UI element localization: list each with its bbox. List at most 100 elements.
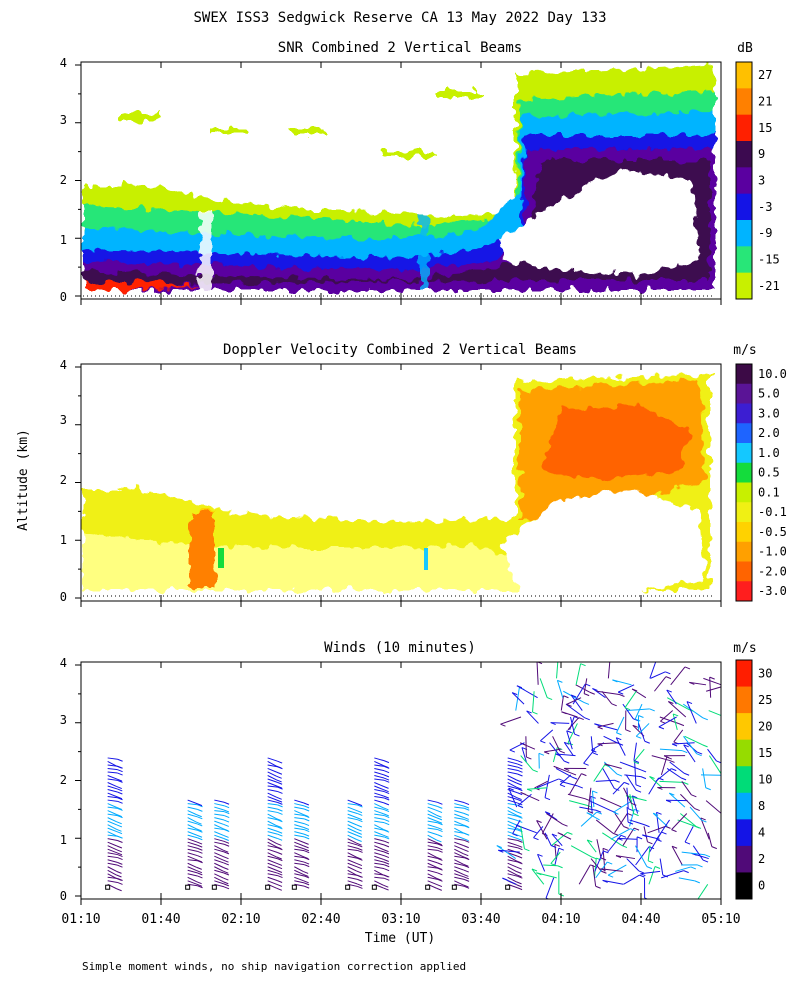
winds-ytick-3: 3 [60, 713, 67, 727]
wind-barb [546, 813, 563, 825]
wind-barb [617, 837, 638, 840]
doppler-low-strip [190, 512, 215, 588]
wind-barb-flag [524, 848, 530, 852]
wind-barb-flag [516, 837, 523, 841]
wind-barb-flag [463, 869, 469, 873]
wind-barb-flag [673, 713, 679, 717]
wind-barb-flag [357, 847, 363, 851]
wind-barb-flag [383, 834, 389, 838]
wind-barb [666, 768, 682, 779]
wind-barb [347, 852, 357, 858]
wind-barb [214, 862, 224, 868]
wind-barb [595, 779, 615, 782]
wind-barb [214, 841, 225, 845]
wind-barb-flag [649, 776, 655, 779]
colorbar-label: -0.1 [758, 505, 787, 519]
wind-barb-flag [197, 847, 203, 851]
wind-barb [638, 723, 646, 742]
wind-barb [214, 834, 224, 839]
wind-barb [107, 827, 118, 833]
wind-barb-flag [437, 801, 443, 805]
wind-barb-flag [597, 726, 603, 730]
wind-barb-flag [583, 762, 589, 766]
doppler-ytick-2: 2 [60, 473, 67, 487]
wind-barb-flag [276, 760, 283, 764]
wind-barb [294, 862, 305, 866]
wind-barb [187, 841, 198, 846]
colorbar-label: 5.0 [758, 387, 780, 401]
wind-barb-flag [617, 837, 623, 841]
wind-barb [551, 832, 568, 847]
wind-barb-flag [276, 799, 283, 803]
wind-barb-flag [357, 812, 363, 816]
wind-barb-flag [383, 789, 389, 793]
wind-barb-flag [436, 820, 443, 824]
wind-barb-flag [564, 741, 570, 745]
wind-barb-flag [223, 805, 230, 809]
wind-barb-flag [197, 823, 203, 827]
snr-colorbar: dB 27 21 15 9 3 -3 -9 -15 -21 [735, 41, 780, 300]
wind-barb [374, 767, 385, 772]
wind-barb [267, 824, 278, 828]
wind-barb [374, 838, 385, 842]
wind-barb-flag [600, 857, 607, 861]
wind-barb-flag [356, 870, 362, 874]
x-tick-label: 04:40 [621, 912, 660, 927]
colorbar-swatch [736, 819, 752, 847]
wind-barb [107, 838, 118, 841]
wind-barb-flag [589, 691, 595, 695]
wind-barb [374, 855, 384, 860]
wind-barb [267, 810, 278, 813]
snr-y-ticks: 0 1 2 3 4 [60, 56, 67, 304]
doppler-void [500, 490, 705, 590]
wind-barb-flag [117, 881, 123, 885]
wind-barb-flag [117, 861, 123, 865]
wind-barb [267, 803, 278, 806]
wind-barb-flag [223, 809, 230, 813]
doppler-cap [83, 590, 715, 600]
wind-barb-flag [633, 813, 639, 817]
wind-barb [454, 834, 464, 840]
wind-barb-flag [276, 781, 283, 785]
wind-barb-flag [550, 722, 556, 726]
wind-barb-flag [607, 874, 614, 878]
wind-barb-flag [197, 808, 203, 812]
wind-barb [107, 789, 118, 793]
wind-barb-flag [117, 758, 123, 762]
wind-barb [107, 778, 118, 781]
colorbar-swatch [736, 581, 752, 602]
wind-barb [507, 855, 517, 862]
wind-barb [374, 789, 385, 793]
wind-barb-flag [596, 811, 603, 815]
wind-barb-flag [623, 826, 629, 829]
wind-barb [549, 742, 565, 762]
wind-barb-flag [625, 729, 631, 733]
wind-barb [569, 773, 582, 795]
wind-barb-flag [277, 790, 283, 794]
wind-barb-flag [116, 824, 123, 828]
colorbar-label: 8 [758, 799, 765, 813]
wind-barb [347, 827, 357, 833]
wind-barb-flag [639, 874, 645, 878]
wind-barb [187, 859, 198, 862]
colorbar-label: -3 [758, 200, 772, 214]
wind-barb [595, 819, 614, 834]
wind-barb [374, 841, 385, 846]
wind-barb-flag [357, 804, 363, 808]
wind-barb-flag [669, 759, 675, 763]
wind-barb-flag [223, 843, 230, 847]
wind-barb-flag [464, 857, 470, 861]
wind-barb [531, 868, 545, 885]
wind-barb [683, 735, 697, 755]
wind-barb [427, 803, 438, 807]
wind-barb-flag [658, 726, 665, 730]
wind-barb-flag [592, 688, 598, 691]
snr-ytick-0: 0 [60, 290, 67, 304]
wind-barb [566, 697, 582, 705]
wind-barb [214, 876, 224, 883]
wind-barb [626, 858, 640, 872]
wind-barb [427, 852, 437, 858]
wind-barb-flag [644, 824, 650, 828]
wind-barb-flag [436, 884, 443, 888]
wind-barb [267, 792, 277, 798]
